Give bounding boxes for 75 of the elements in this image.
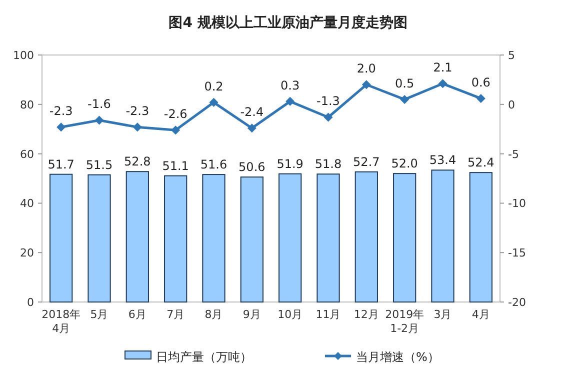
data-label: -2.3 — [126, 104, 150, 118]
point — [476, 94, 486, 103]
point — [247, 124, 256, 133]
data-label: -1.3 — [316, 94, 340, 108]
data-label: 51.9 — [276, 156, 304, 171]
data-label: 52.4 — [468, 156, 494, 170]
y2-tick-label: 0 — [508, 98, 515, 112]
y2-tick-label: -15 — [508, 246, 526, 260]
x-tick-label: 11月 — [316, 308, 341, 321]
data-label: 51.6 — [200, 158, 228, 172]
y-tick-label: 60 — [20, 148, 34, 161]
data-label: -2.3 — [49, 104, 73, 118]
data-label: 52.7 — [353, 154, 380, 169]
data-label: 52.8 — [124, 154, 151, 169]
point — [171, 126, 180, 135]
bar — [88, 174, 111, 302]
data-label: 0.6 — [471, 75, 490, 90]
point — [400, 94, 410, 104]
x-tick-label: 12月 — [354, 308, 379, 321]
x-tick-label: 4月 — [472, 308, 490, 321]
data-label: 51.7 — [48, 157, 74, 172]
y-tick-label: 100 — [13, 49, 34, 62]
data-label: 53.4 — [429, 153, 456, 168]
data-label: 2.1 — [433, 60, 452, 75]
point — [132, 122, 142, 132]
data-label: 50.6 — [238, 160, 266, 174]
point — [438, 79, 448, 88]
bar — [393, 173, 416, 302]
bar — [316, 174, 340, 302]
legend-label: 日均产量（万吨） — [156, 350, 252, 364]
x-tick-label: 5月 — [90, 308, 108, 321]
bar — [50, 174, 73, 302]
x-tick-label: 7月 — [166, 308, 185, 321]
data-label: -1.6 — [88, 97, 111, 112]
x-tick-label: 2019年1-2月 — [385, 308, 424, 335]
x-tick-label: 6月 — [128, 308, 146, 321]
data-label: 0.3 — [280, 78, 300, 92]
data-label: 0.5 — [395, 76, 414, 90]
data-label: 0.2 — [204, 79, 224, 94]
bar — [202, 174, 226, 302]
data-label: 52.0 — [391, 156, 418, 171]
point — [209, 98, 218, 107]
x-tick-label: 10月 — [278, 308, 303, 321]
point — [324, 112, 333, 122]
data-label: -2.6 — [164, 107, 188, 122]
bar — [431, 170, 454, 302]
bar — [278, 173, 302, 302]
point — [362, 80, 371, 90]
x-tick-label: 3月 — [434, 308, 452, 321]
legend-label: 当月增速（%） — [356, 350, 440, 364]
data-label: 51.5 — [86, 158, 113, 172]
chart-title: 图4 规模以上工业原油产量月度走势图 — [168, 14, 408, 31]
x-tick-label: 8月 — [204, 308, 223, 321]
y2-tick-label: -10 — [508, 197, 526, 210]
y-tick-label: 80 — [20, 98, 34, 112]
bar — [354, 171, 378, 302]
bar — [240, 176, 264, 302]
data-label: 2.0 — [356, 62, 376, 76]
y2-tick-label: -20 — [508, 296, 526, 309]
data-label: 51.1 — [162, 158, 189, 173]
point — [56, 122, 66, 132]
x-tick-label: 2018年4月 — [42, 308, 81, 335]
y2-tick-label: 5 — [508, 49, 515, 62]
y-tick-label: 0 — [27, 296, 34, 309]
data-label: -2.4 — [240, 105, 264, 120]
bar — [164, 175, 188, 302]
y-tick-label: 20 — [20, 246, 34, 260]
y-tick-label: 40 — [20, 197, 34, 210]
y2-tick-label: -5 — [508, 148, 519, 161]
data-label: 51.8 — [314, 157, 342, 172]
point — [286, 96, 295, 106]
bar — [469, 172, 492, 302]
x-tick-label: 9月 — [242, 308, 261, 321]
bar — [126, 171, 149, 302]
point — [94, 116, 104, 125]
